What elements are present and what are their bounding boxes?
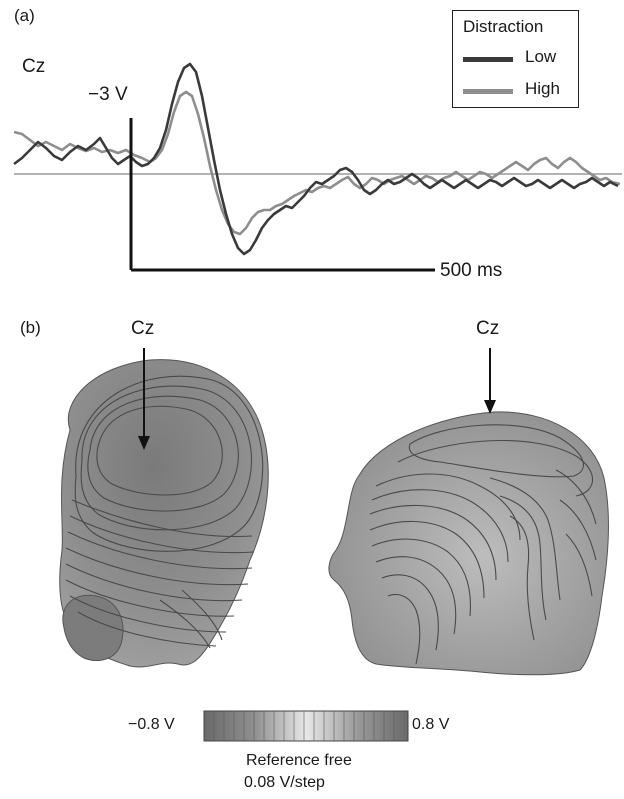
trace-low — [13, 62, 619, 256]
amplitude-scale-label: −3 V — [88, 84, 128, 105]
colorbar — [203, 710, 409, 742]
legend-swatch-low — [463, 57, 513, 62]
right-head-map — [328, 348, 609, 676]
legend-item-high: High — [463, 79, 575, 103]
left-head-electrode-label: Cz — [131, 318, 155, 339]
panel-a-label: (a) — [14, 6, 35, 25]
time-scale-label: 500 ms — [440, 260, 503, 281]
left-head-shape — [59, 359, 269, 668]
colorbar-gradient — [203, 710, 409, 742]
step-label: 0.08 V/step — [244, 774, 325, 791]
left-head-arrowhead — [138, 436, 150, 450]
legend: Distraction Low High — [452, 10, 579, 108]
legend-swatch-high — [463, 89, 513, 94]
legend-title: Distraction — [463, 17, 544, 36]
erp-waveform-plot — [13, 62, 622, 272]
right-head-electrode-label: Cz — [476, 318, 500, 339]
legend-label-high: High — [525, 79, 560, 98]
colorbar-min-label: −0.8 V — [128, 716, 175, 733]
left-head-ear — [62, 594, 124, 662]
legend-label-low: Low — [525, 47, 557, 66]
right-head-arrowhead — [484, 400, 496, 414]
panel-a-electrode-label: Cz — [22, 56, 46, 77]
panel-b-label: (b) — [20, 318, 41, 337]
legend-item-low: Low — [463, 47, 575, 71]
colorbar-max-label: 0.8 V — [412, 716, 450, 733]
trace-high — [13, 90, 621, 236]
right-head-shape — [328, 411, 609, 676]
reference-label: Reference free — [246, 752, 352, 769]
left-head-map — [59, 348, 269, 668]
